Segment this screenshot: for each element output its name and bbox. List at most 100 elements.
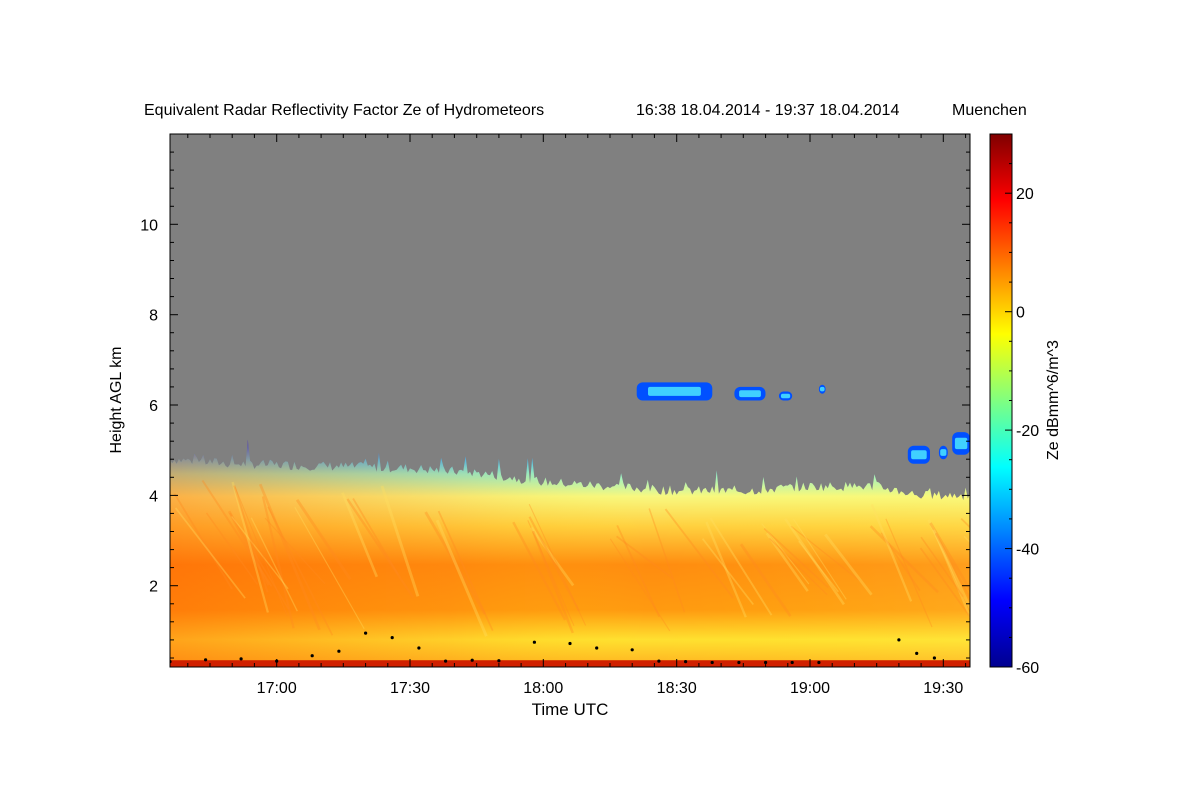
y-tick-label: 10 [140,217,158,234]
chart-title: Equivalent Radar Reflectivity Factor Ze … [144,102,544,119]
y-axis: 2 4 6 8 10 [140,133,970,659]
fall-streak [437,510,494,631]
x-tick-label: 18:30 [657,680,697,697]
cloud-base-point [817,660,821,665]
y-axis-label: Height AGL km [108,346,125,453]
upper-cloud-patches [636,382,970,464]
cloud-base-point [710,660,714,665]
cloud-patch-core [954,437,968,450]
reflectivity-shade [170,439,970,667]
fall-streak [173,493,233,590]
fall-streak [231,516,289,590]
fall-streak [705,521,747,618]
fall-streak [616,535,674,580]
fall-streak [231,481,270,613]
cloud-base-points [170,631,937,665]
cloud-base-point [444,659,448,663]
fall-streak [234,487,288,617]
fall-streak [435,519,488,637]
fall-streak [261,496,295,629]
x-axis: 17:00 17:30 18:00 18:30 19:00 19:30 [187,134,967,697]
fall-streak [929,522,970,593]
fall-streak [870,503,913,602]
colorbar-tick-label: -40 [1016,542,1039,559]
colorbar-tick-label: -20 [1016,423,1039,440]
cloud-base-point [390,636,394,640]
cloud-patch-core [940,449,947,456]
fall-streak [201,479,273,587]
colorbar-axis: -60 -40 -20 0 20 [1005,133,1039,677]
cloud-base-point [915,651,919,656]
colorbar-tick-label: -60 [1016,660,1039,677]
fall-streak [709,517,773,616]
cloud-base-point [684,660,688,664]
surface-echo-band [170,660,970,667]
cloud-patch-core [739,390,761,398]
cloud-base-point [568,641,572,646]
y-tick-label: 2 [149,579,158,596]
fall-streak [229,512,290,610]
fall-streak [227,510,270,586]
fall-streak [927,518,970,612]
fall-streak [530,526,575,587]
fall-streak [798,540,839,593]
fall-streak [264,517,326,585]
fall-streak [205,512,259,585]
cloud-base-point [532,640,537,644]
x-tick-label: 17:30 [390,680,430,697]
chart-location: Muenchen [952,102,1027,119]
fall-streak [250,517,298,612]
fall-streak [294,506,365,630]
fall-streak [761,523,810,585]
cloud-base-point [239,657,243,661]
cloud-base-point [764,660,768,665]
fall-streak [174,507,246,599]
x-tick-label: 17:00 [257,680,297,697]
cloud-base-point [790,660,794,665]
fall-streak [824,533,873,596]
cloud-patch-core [819,386,825,392]
cloud-base-point [497,659,501,663]
fall-streak [880,532,921,592]
fall-streak [932,529,970,620]
cloud-base-point [470,658,474,662]
x-tick-label: 19:30 [923,680,963,697]
x-tick-label: 19:00 [790,680,830,697]
x-axis-label: Time UTC [532,700,609,719]
fall-streak [531,530,574,634]
cloud-base-point [897,638,901,642]
y-tick-label: 4 [149,488,158,505]
fall-streak [512,521,567,621]
cloud-patch-core [648,386,701,396]
fall-streak [346,498,415,599]
plot-area [170,134,970,667]
cloud-base-point [737,660,741,665]
fall-streak [934,532,970,601]
fall-streak [919,547,970,619]
fall-streak [233,485,269,593]
cloud-patch-core [911,450,927,460]
fall-streak [380,485,420,597]
fall-streak [790,525,861,582]
cloud-base-point [932,656,937,660]
y-tick-label: 6 [149,398,158,415]
fall-streak [701,538,754,606]
fall-streak [616,525,661,618]
cloud-base-point [364,631,368,635]
cloud-base-point [417,646,421,650]
cloud-base-point [630,648,634,652]
fall-streak [784,517,845,606]
plot-frame [169,133,971,668]
cloud-patch-core [780,393,791,399]
fall-streak [768,537,828,596]
y-tick-label: 8 [149,308,158,325]
fall-streak [341,492,379,578]
colorbar-tick-label: 0 [1016,305,1025,322]
fall-streak [258,483,321,631]
x-tick-label: 18:00 [523,680,563,697]
fall-streak [765,532,809,592]
fall-streak [527,520,575,627]
fall-streak [267,506,334,636]
